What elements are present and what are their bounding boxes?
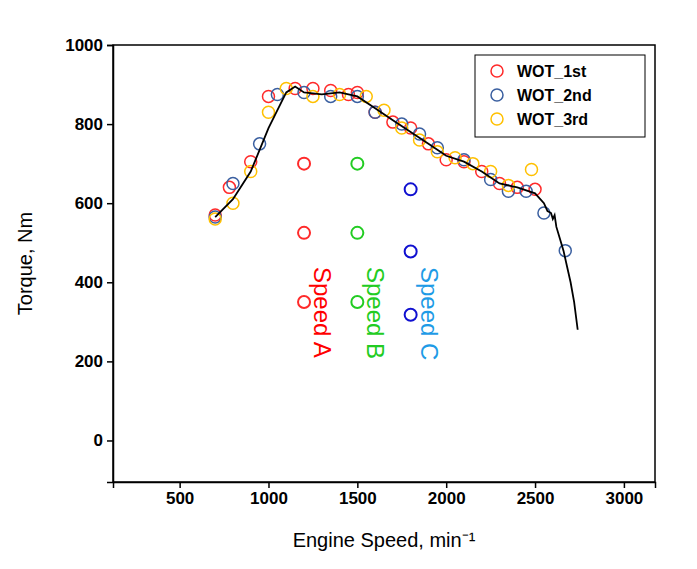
- speed-1: [351, 158, 363, 308]
- y-tick-label: 800: [75, 115, 103, 134]
- y-axis: 0 200 400 600 800 1000: [65, 36, 113, 483]
- speed-2: [405, 183, 417, 320]
- y-tick-mark: [107, 124, 113, 126]
- legend-label: WOT_3rd: [517, 111, 588, 128]
- speed-0: [298, 158, 310, 308]
- data-point: [271, 88, 283, 100]
- legend-marker: [491, 65, 503, 77]
- x-axis-title: Engine Speed, min⁻¹: [293, 529, 476, 551]
- x-tick-label: 2000: [428, 489, 466, 508]
- y-tick-mark: [107, 361, 113, 363]
- y-tick-label: 200: [75, 352, 103, 371]
- y-tick-mark: [107, 203, 113, 205]
- y-tick-label: 0: [94, 431, 103, 450]
- chart: 500 1000 1500 2000 2500 3000 0 200 400 600 800 1000…: [0, 0, 697, 569]
- data-point: [538, 207, 550, 219]
- plot-frame: [113, 45, 655, 482]
- y-tick: 0: [94, 431, 113, 450]
- x-tick-label: 3000: [605, 489, 643, 508]
- x-tick-mark: [357, 482, 359, 488]
- x-tick-mark: [535, 482, 537, 488]
- x-tick-label: 1000: [250, 489, 288, 508]
- x-axis-line: [114, 483, 656, 489]
- legend-marker: [491, 113, 503, 125]
- plot-area: 500 1000 1500 2000 2500 3000 0 200 400 600 800 1000…: [65, 36, 655, 508]
- y-tick-mark: [107, 45, 113, 47]
- x-tick-mark: [446, 482, 448, 488]
- speed-point: [405, 245, 417, 257]
- legend-marker: [491, 89, 503, 101]
- speed-point: [298, 158, 310, 170]
- legend-label: WOT_1st: [517, 63, 587, 80]
- speed-point: [405, 183, 417, 195]
- y-axis-title: Torque, Nm: [14, 212, 36, 315]
- speed-point: [351, 158, 363, 170]
- y-tick-label: 1000: [65, 36, 103, 55]
- data-point: [262, 106, 274, 118]
- x-tick: 500: [166, 482, 194, 508]
- y-tick: 200: [75, 352, 113, 371]
- speed-label: Speed B: [362, 267, 389, 359]
- x-tick-mark: [624, 482, 626, 488]
- legend: WOT_1st WOT_2nd WOT_3rd: [475, 55, 645, 137]
- data-point: [209, 213, 221, 225]
- y-tick: 600: [75, 194, 113, 213]
- y-tick-label: 600: [75, 194, 103, 213]
- speed-label: Speed A: [309, 267, 336, 358]
- x-tick: 2500: [517, 482, 555, 508]
- y-tick-mark: [107, 282, 113, 284]
- y-tick-label: 400: [75, 273, 103, 292]
- speed-point: [405, 309, 417, 321]
- legend-box: [475, 55, 645, 137]
- y-tick: 400: [75, 273, 113, 292]
- speed-point: [351, 227, 363, 239]
- x-tick: 2000: [428, 482, 466, 508]
- y-tick-mark: [107, 440, 113, 442]
- speed-point: [298, 227, 310, 239]
- data-point: [227, 177, 239, 189]
- x-tick-mark: [179, 482, 181, 488]
- x-tick-mark: [268, 482, 270, 488]
- speed-point: [351, 296, 363, 308]
- x-axis: 500 1000 1500 2000 2500 3000: [114, 482, 656, 508]
- y-tick: 800: [75, 115, 113, 134]
- data-point: [525, 164, 537, 176]
- data-point: [262, 90, 274, 102]
- data-point: [334, 88, 346, 100]
- y-axis-line: [107, 46, 114, 483]
- x-tick: 1000: [250, 482, 288, 508]
- x-tick: 3000: [605, 482, 643, 508]
- y-tick: 1000: [65, 36, 113, 55]
- x-tick: 1500: [339, 482, 377, 508]
- speed-label: Speed C: [416, 267, 443, 360]
- speed-point: [298, 296, 310, 308]
- x-tick-label: 500: [166, 489, 194, 508]
- x-tick-label: 2500: [517, 489, 555, 508]
- x-tick-label: 1500: [339, 489, 377, 508]
- legend-label: WOT_2nd: [517, 87, 592, 104]
